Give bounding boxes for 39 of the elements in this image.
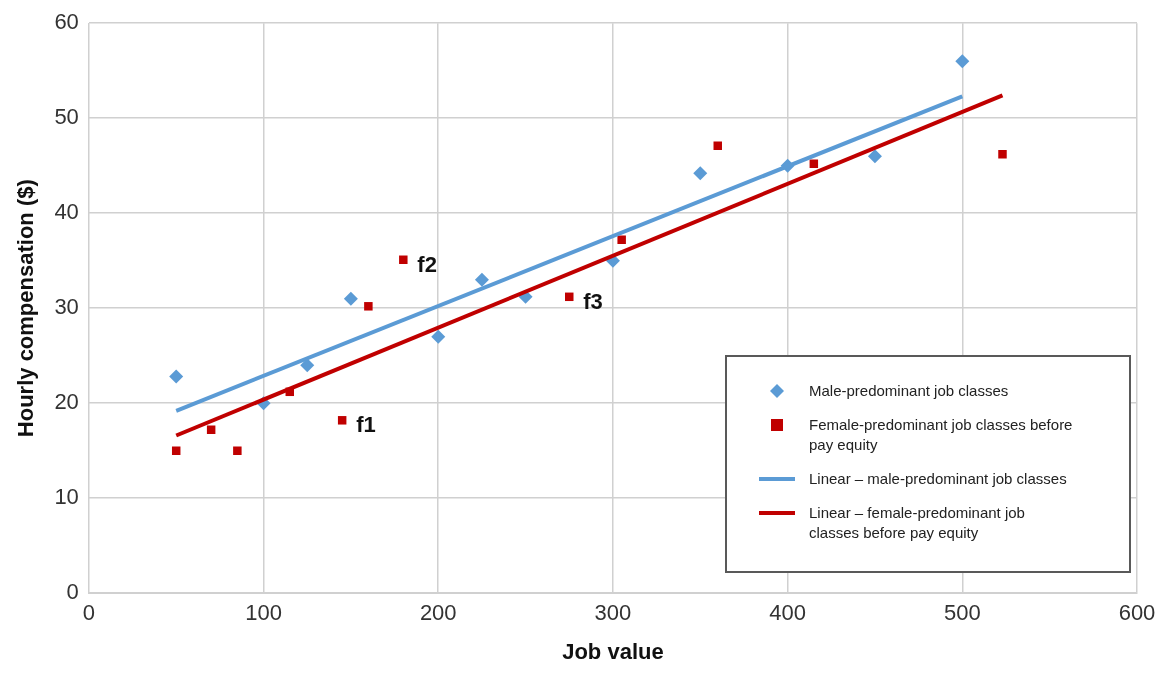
x-tick-label: 300 xyxy=(594,600,632,626)
y-tick-label: 60 xyxy=(54,9,79,35)
annotation: f3 xyxy=(583,288,603,314)
x-tick-label: 100 xyxy=(245,600,282,626)
annotation: f2 xyxy=(417,251,437,277)
point xyxy=(399,255,408,264)
legend-label: Linear – male-predominant job classes xyxy=(809,469,1067,490)
point xyxy=(998,150,1007,159)
legend-label: Linear – female-predominant job classes before pay equity xyxy=(809,503,1026,544)
point xyxy=(431,329,446,344)
point xyxy=(617,235,626,245)
point xyxy=(565,292,574,302)
legend-label: Male-predominant job classes xyxy=(809,381,1009,402)
y-tick-label: 20 xyxy=(54,389,79,415)
annotation: f1 xyxy=(356,412,376,438)
point xyxy=(233,446,242,455)
point xyxy=(300,358,315,373)
point xyxy=(171,446,181,455)
point xyxy=(364,302,373,311)
point xyxy=(867,149,882,164)
y-tick-label: 40 xyxy=(54,199,79,225)
point xyxy=(474,272,489,287)
y-axis-title: Hourly compensation ($) xyxy=(13,179,39,438)
x-tick-label: 400 xyxy=(769,600,806,626)
legend-label: Female-predominant job classes before pay equity xyxy=(809,415,1074,456)
point xyxy=(337,416,347,425)
x-tick-label: 200 xyxy=(419,600,457,626)
x-axis-title: Job value xyxy=(562,638,664,664)
y-tick-label: 30 xyxy=(54,294,79,320)
x-tick-label: 500 xyxy=(943,600,981,626)
y-tick-label: 50 xyxy=(54,104,79,130)
point xyxy=(343,291,358,306)
point xyxy=(169,369,184,384)
point xyxy=(955,54,970,69)
point xyxy=(693,166,708,181)
x-tick-label: 0 xyxy=(82,600,95,626)
y-tick-label: 10 xyxy=(54,484,79,510)
y-tick-label: 0 xyxy=(66,579,79,605)
x-tick-label: 600 xyxy=(1118,600,1156,626)
